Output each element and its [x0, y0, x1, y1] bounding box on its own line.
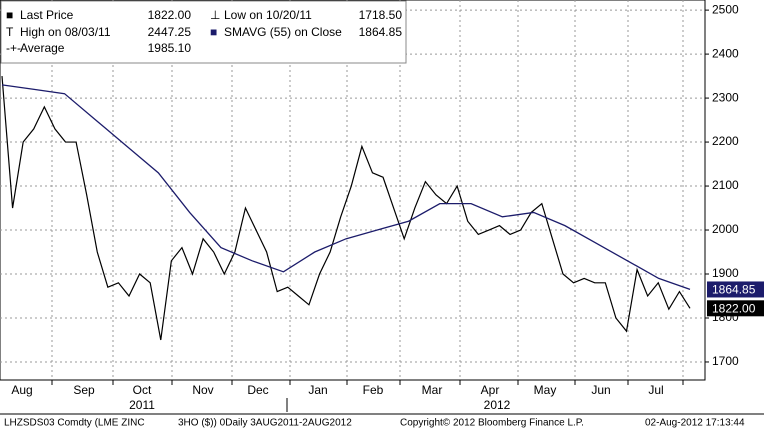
legend-icon: ■	[6, 8, 13, 22]
sma-line	[1, 84, 691, 291]
y-tick-label: 2500	[712, 2, 739, 16]
value-tag	[707, 281, 764, 298]
y-tick-label: 2300	[712, 90, 739, 104]
footer-text: Copyright© 2012 Bloomberg Finance L.P.	[400, 418, 584, 429]
footer-text: 3HO ($)) 0Daily 3AUG2011-2AUG2012	[178, 418, 352, 429]
x-tick-label: Mar	[422, 383, 443, 397]
x-tick-label: Dec	[247, 383, 268, 397]
x-tick-label: Jul	[648, 383, 663, 397]
value-tag-label: 1864.85	[712, 283, 756, 297]
legend-label: High on 08/03/11	[20, 25, 111, 39]
legend-icon: -+-	[6, 41, 21, 55]
x-tick-label: May	[534, 383, 557, 397]
y-tick-label: 2200	[712, 134, 739, 148]
value-tag-label: 1822.00	[712, 301, 756, 315]
x-tick-label: Jun	[591, 383, 610, 397]
value-tag	[707, 300, 764, 317]
x-tick-label: Jan	[308, 383, 327, 397]
legend-icon: T	[6, 25, 14, 39]
legend-value: 1718.50	[359, 8, 403, 22]
y-tick-label: 2400	[712, 46, 739, 60]
legend-icon: ■	[210, 25, 217, 39]
legend-value: 2447.25	[148, 25, 192, 39]
price-line	[1, 76, 691, 341]
legend-value: 1822.00	[148, 8, 192, 22]
year-label: 2012	[484, 398, 511, 412]
y-tick-label: 2000	[712, 222, 739, 236]
legend-box	[0, 0, 407, 64]
footer-text: LHZSDS03 Comdty (LME ZINC	[4, 418, 145, 429]
y-tick-label: 1900	[712, 266, 739, 280]
footer-text: 02-Aug-2012 17:13:44	[645, 418, 745, 429]
legend-label: SMAVG (55) on Close	[224, 25, 342, 39]
x-tick-label: Sep	[73, 383, 95, 397]
y-tick-label: 2100	[712, 178, 739, 192]
x-tick-label: Aug	[11, 383, 32, 397]
year-label: 2011	[129, 398, 155, 412]
x-tick-label: Nov	[192, 383, 213, 397]
legend-value: 1985.10	[148, 41, 192, 55]
legend-icon: ⊥	[210, 8, 220, 22]
legend-label: Low on 10/20/11	[224, 8, 312, 22]
x-tick-label: Feb	[363, 383, 384, 397]
x-tick-label: Oct	[133, 383, 152, 397]
legend-label: Last Price	[20, 8, 74, 22]
legend-label: Average	[20, 41, 65, 55]
legend-value: 1864.85	[359, 25, 403, 39]
x-tick-label: Apr	[481, 383, 500, 397]
y-tick-label: 1700	[712, 354, 739, 368]
